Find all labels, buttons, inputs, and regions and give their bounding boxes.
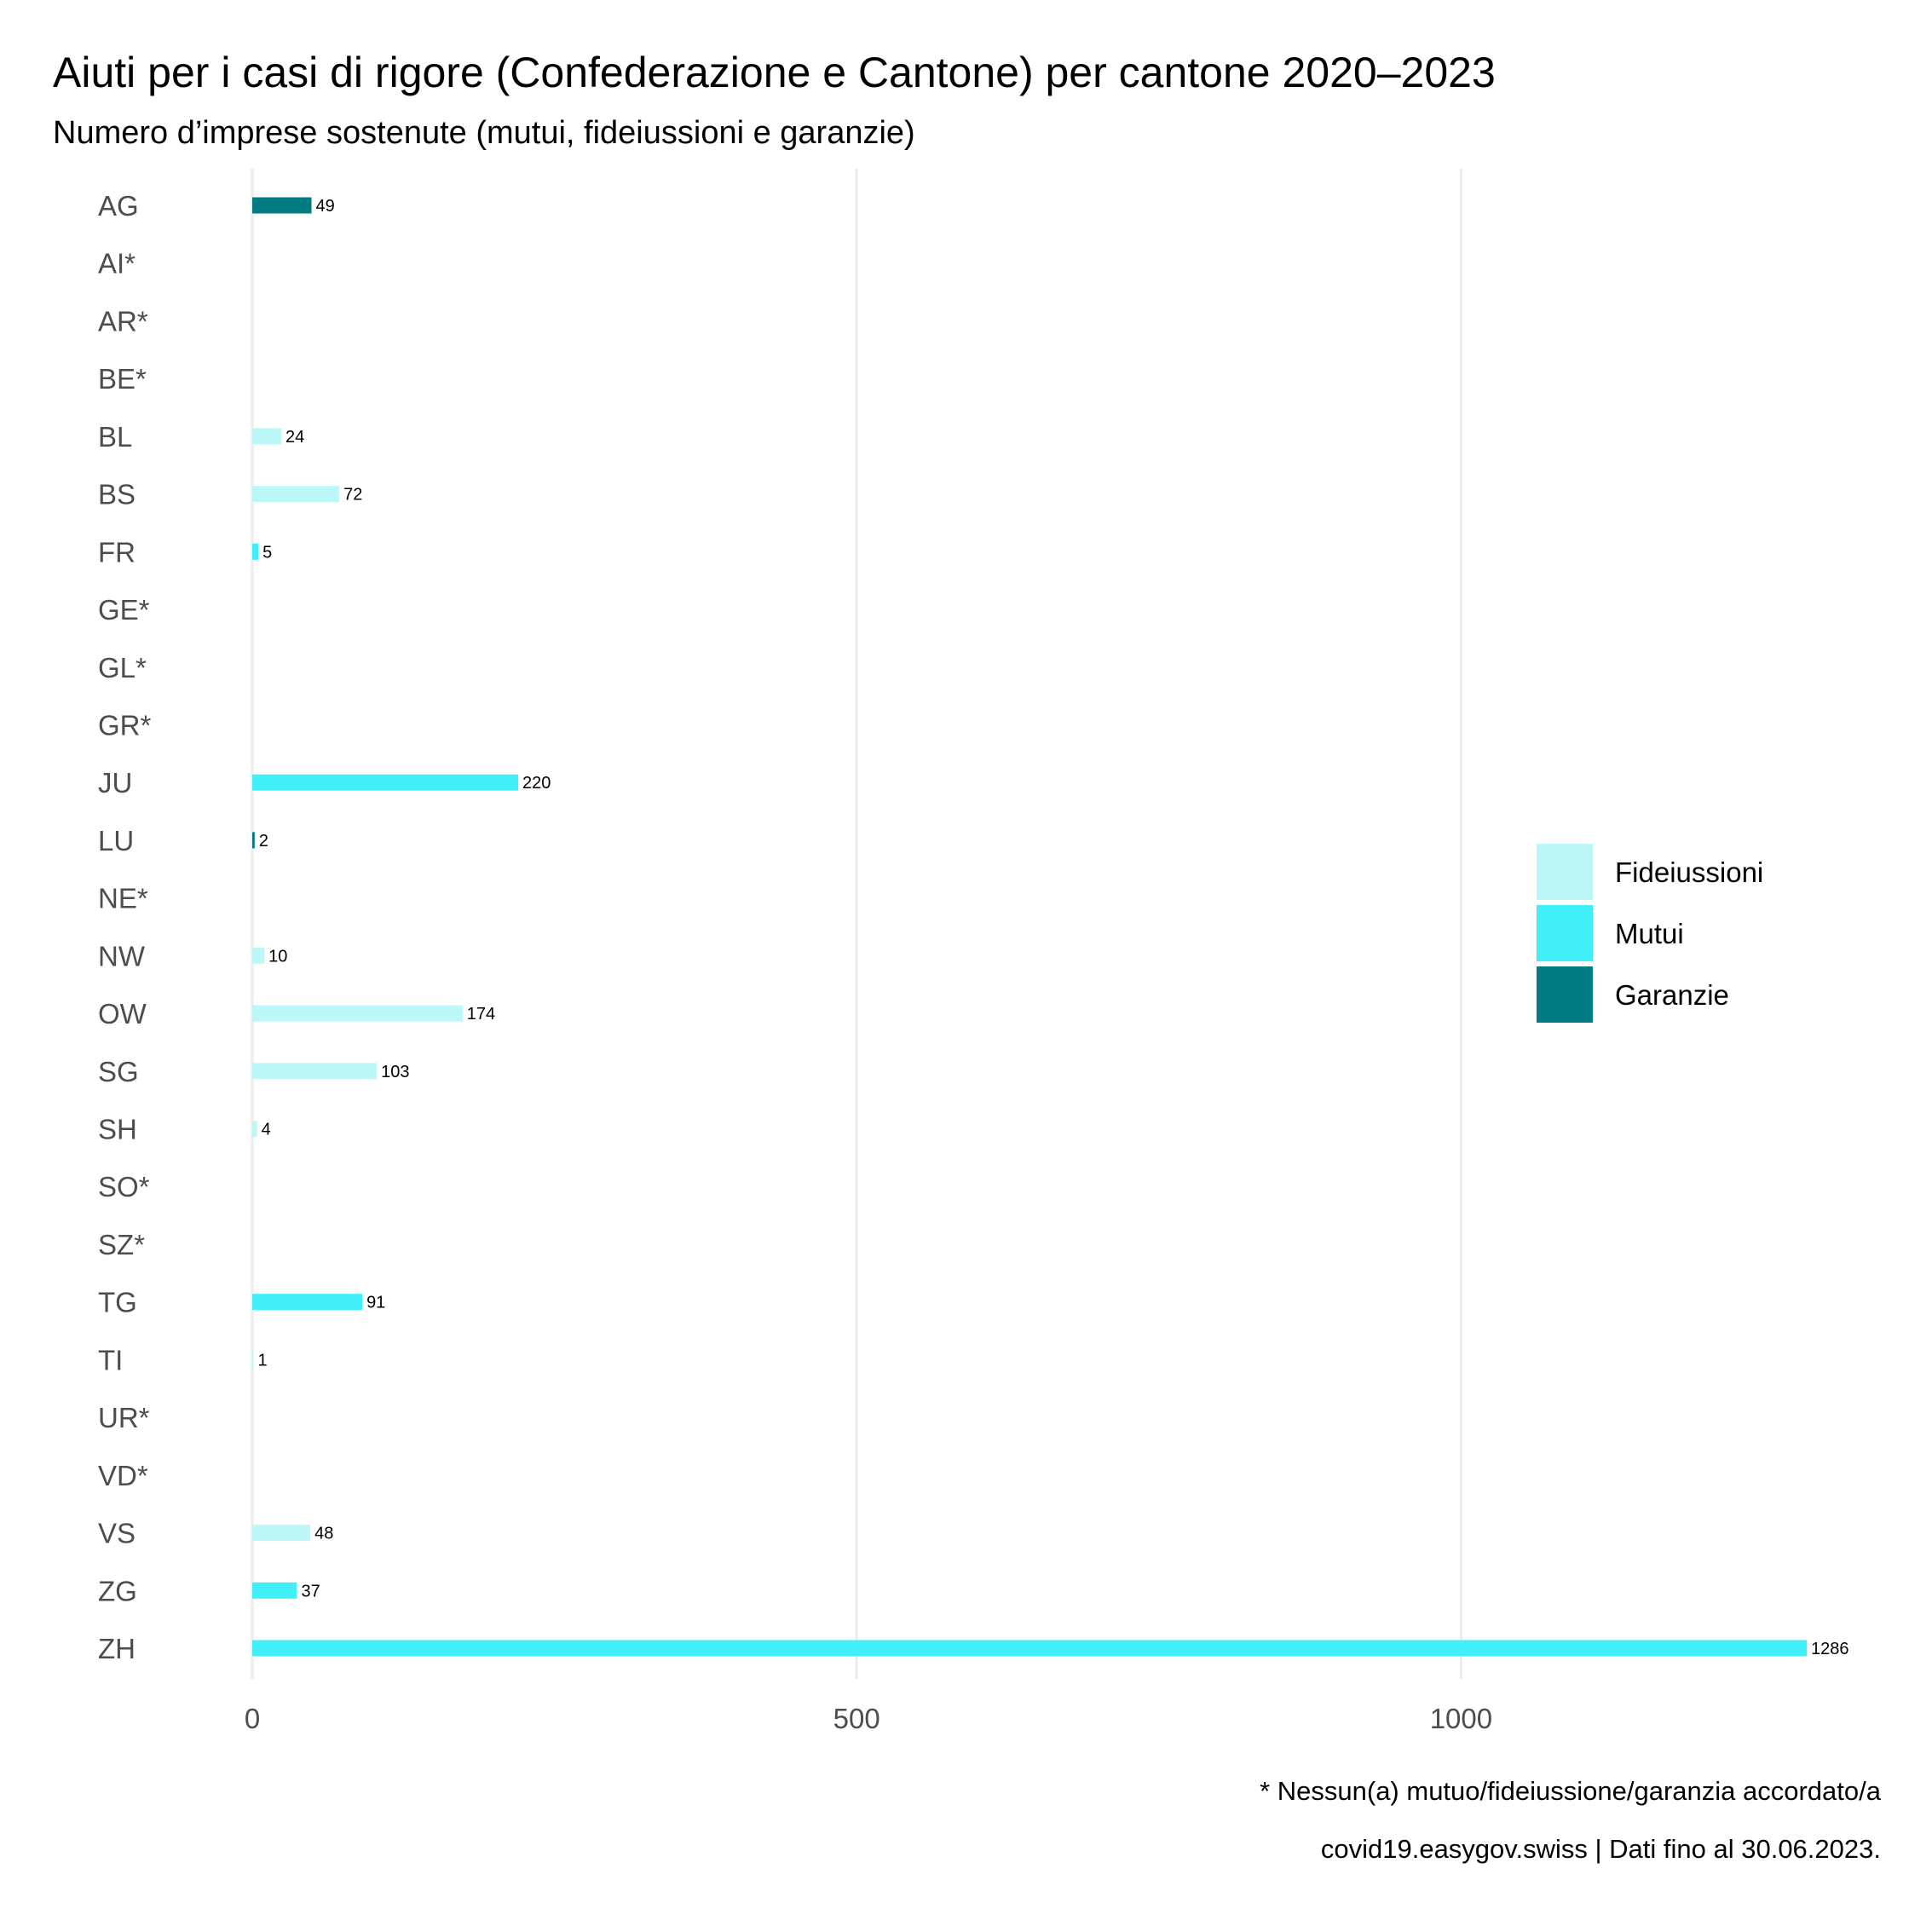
category-label: BE* bbox=[98, 363, 147, 395]
value-label: 174 bbox=[467, 1005, 495, 1024]
category-label: SO* bbox=[98, 1171, 150, 1202]
bar-sh bbox=[252, 1121, 257, 1138]
legend-key bbox=[1537, 966, 1593, 1023]
category-label: AG bbox=[98, 190, 139, 222]
category-label: VD* bbox=[98, 1460, 148, 1491]
value-label: 4 bbox=[262, 1121, 271, 1139]
chart-title: Aiuti per i casi di rigore (Confederazio… bbox=[53, 49, 1496, 96]
bar-ag bbox=[252, 197, 312, 214]
category-label: AI* bbox=[98, 248, 136, 280]
value-label: 1 bbox=[258, 1351, 268, 1370]
category-label: NE* bbox=[98, 883, 148, 914]
value-label: 72 bbox=[343, 486, 362, 505]
value-label: 48 bbox=[314, 1525, 333, 1543]
bars bbox=[252, 197, 1808, 1657]
value-label: 103 bbox=[381, 1063, 409, 1081]
x-axis: 0 500 1000 bbox=[245, 1703, 1492, 1734]
caption: * Nessun(a) mutuo/fideiussione/garanzia … bbox=[1260, 1776, 1882, 1806]
x-tick-label: 500 bbox=[833, 1703, 880, 1734]
value-labels: 49 24 72 5 220 2 10 174 103 4 91 1 48 37 1286 bbox=[258, 197, 1849, 1658]
category-label: AR* bbox=[98, 305, 148, 337]
category-label: LU bbox=[98, 825, 134, 856]
bar-lu bbox=[252, 832, 255, 849]
value-label: 37 bbox=[301, 1582, 320, 1600]
category-label: SG bbox=[98, 1056, 139, 1087]
legend-label: Mutui bbox=[1615, 918, 1684, 949]
category-label: GR* bbox=[98, 709, 152, 741]
bar-zg bbox=[252, 1582, 297, 1599]
bar-fr bbox=[252, 543, 259, 560]
category-label: SZ* bbox=[98, 1229, 145, 1260]
legend-key bbox=[1537, 905, 1593, 961]
value-label: 220 bbox=[522, 774, 551, 793]
category-label: JU bbox=[98, 767, 132, 799]
bar-ju bbox=[252, 774, 519, 791]
value-label: 49 bbox=[316, 197, 335, 216]
bar-bl bbox=[252, 428, 282, 445]
category-label: UR* bbox=[98, 1402, 150, 1433]
bar-vs bbox=[252, 1525, 311, 1542]
category-label: OW bbox=[98, 998, 147, 1029]
category-label: TI bbox=[98, 1344, 123, 1375]
value-label: 5 bbox=[262, 543, 272, 562]
category-label: GL* bbox=[98, 652, 147, 683]
chart-subtitle: Numero d’imprese sostenute (mutui, fidei… bbox=[53, 115, 915, 151]
category-axis: AG AI* AR* BE* BL BS FR GE* GL* GR* JU LU NE* NW OW SG S… bbox=[98, 190, 152, 1664]
category-label: TG bbox=[98, 1287, 137, 1318]
category-label: ZG bbox=[98, 1575, 137, 1606]
bar-sg bbox=[252, 1063, 378, 1080]
x-tick-label: 0 bbox=[245, 1703, 260, 1734]
bar-ow bbox=[252, 1005, 463, 1022]
captions: * Nessun(a) mutuo/fideiussione/garanzia … bbox=[1260, 1776, 1882, 1864]
category-label: GE* bbox=[98, 594, 150, 626]
bar-zh bbox=[252, 1640, 1808, 1657]
category-label: BS bbox=[98, 479, 136, 510]
value-label: 24 bbox=[285, 428, 304, 447]
gridlines bbox=[251, 169, 1462, 1679]
value-label: 91 bbox=[366, 1294, 385, 1312]
legend-key bbox=[1537, 844, 1593, 900]
value-label: 1286 bbox=[1811, 1640, 1849, 1658]
category-label: SH bbox=[98, 1114, 137, 1145]
legend-label: Garanzie bbox=[1615, 979, 1729, 1011]
category-label: VS bbox=[98, 1518, 136, 1549]
legend: Fideiussioni Mutui Garanzie bbox=[1537, 844, 1763, 1023]
category-label: BL bbox=[98, 421, 132, 453]
value-label: 2 bbox=[259, 832, 268, 851]
bar-tg bbox=[252, 1294, 363, 1311]
category-label: NW bbox=[98, 940, 146, 972]
bar-nw bbox=[252, 947, 265, 964]
value-label: 10 bbox=[268, 947, 287, 966]
caption: covid19.easygov.swiss | Dati fino al 30.… bbox=[1321, 1834, 1881, 1864]
category-label: ZH bbox=[98, 1633, 136, 1664]
x-tick-label: 1000 bbox=[1430, 1703, 1492, 1734]
category-label: FR bbox=[98, 536, 136, 568]
bar-ti bbox=[252, 1351, 254, 1368]
legend-label: Fideiussioni bbox=[1615, 856, 1763, 888]
bar-bs bbox=[252, 486, 340, 503]
